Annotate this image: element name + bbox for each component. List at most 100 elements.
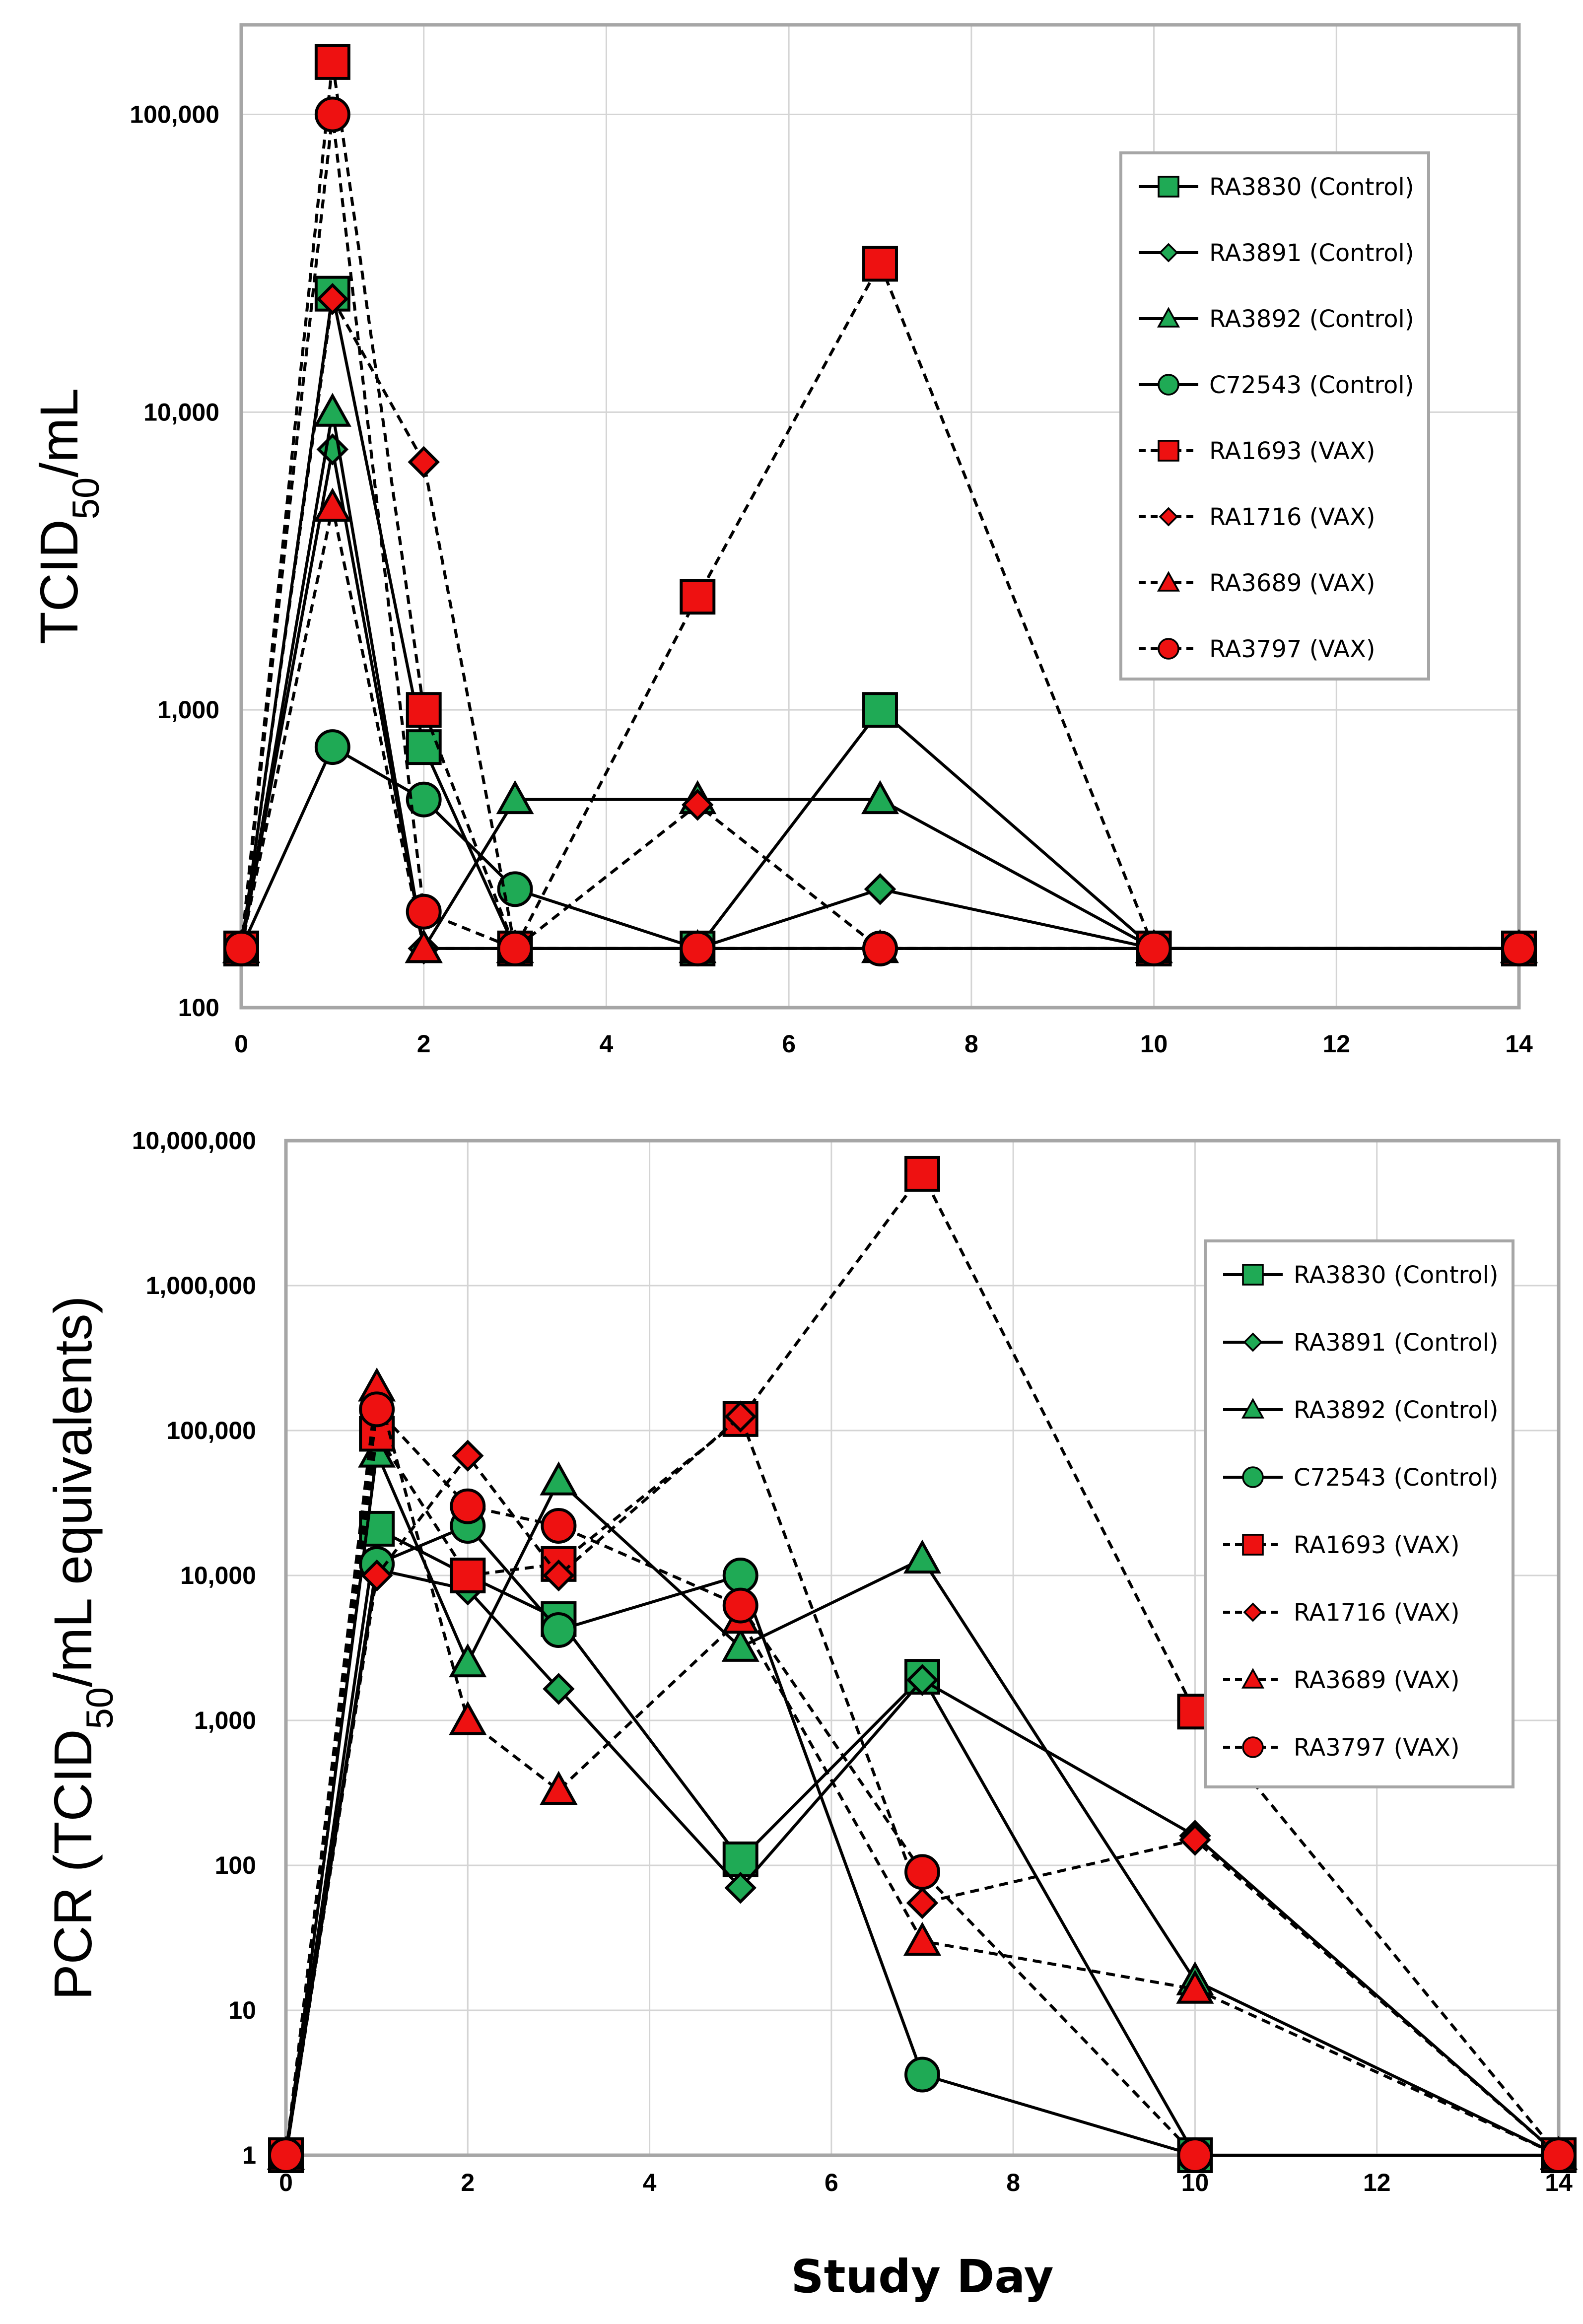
- legend-label: RA3830 (Control): [1209, 173, 1414, 201]
- data-point: [724, 1871, 757, 1904]
- x-tick-label: 2: [417, 1030, 431, 1058]
- data-point: [1136, 930, 1172, 966]
- data-point: [406, 893, 442, 930]
- data-point: [721, 1628, 759, 1662]
- data-point: [541, 1612, 577, 1648]
- x-tick-label: 10: [1140, 1030, 1168, 1058]
- legend-label: RA3891 (Control): [1294, 1329, 1499, 1357]
- data-point: [316, 283, 349, 315]
- legend-marker: [1241, 1398, 1265, 1419]
- legend-label: RA1693 (VAX): [1294, 1531, 1460, 1559]
- legend-label: RA3892 (Control): [1209, 305, 1414, 333]
- data-point: [724, 1400, 757, 1433]
- data-point: [450, 1488, 486, 1524]
- x-tick-label: 4: [643, 2169, 657, 2196]
- legend-entry: RA1716 (VAX): [1223, 1599, 1460, 1627]
- data-point: [861, 780, 899, 815]
- data-point: [316, 433, 349, 466]
- series-line: [240, 506, 1519, 950]
- legend-marker: [1157, 307, 1180, 328]
- y-tick-label: 1: [242, 2141, 256, 2169]
- legend-entry: RA1693 (VAX): [1139, 437, 1376, 465]
- data-point: [680, 930, 716, 966]
- data-point: [450, 1558, 486, 1593]
- data-point: [406, 729, 442, 765]
- data-point: [314, 44, 350, 80]
- plot-frame: [284, 1139, 1561, 2157]
- series-line: [284, 1447, 1560, 2157]
- legend-entry: RA1716 (VAX): [1139, 503, 1376, 531]
- data-point: [313, 487, 351, 522]
- data-point: [862, 930, 898, 966]
- data-point: [722, 1841, 758, 1877]
- data-point: [541, 1508, 577, 1544]
- legend-entry: RA3689 (VAX): [1139, 569, 1376, 597]
- legend-marker: [1242, 1736, 1264, 1758]
- data-point: [722, 1558, 758, 1593]
- legend-label: RA3689 (VAX): [1294, 1666, 1460, 1694]
- y-tick-label: 100: [215, 1851, 256, 1879]
- y-axis-label-main: TCID: [29, 519, 89, 644]
- series-ra3797-vax: [223, 96, 1537, 966]
- x-tick-label: 6: [825, 2169, 838, 2196]
- data-point: [1541, 2137, 1577, 2173]
- legend-entry: RA1693 (VAX): [1223, 1531, 1460, 1559]
- legend-marker: [1158, 638, 1179, 660]
- y-axis-label-subscript: 50: [79, 1687, 121, 1729]
- tick-labels: 0 2 4 6 8 10 12 14 1 10 100 1,000 10,000 100,000 1,000…: [132, 1127, 1573, 2196]
- x-tick-label: 8: [1006, 2169, 1020, 2196]
- data-point: [406, 692, 442, 728]
- y-axis-label-main: PCR (TCID: [43, 1729, 103, 2000]
- data-point: [359, 1391, 395, 1428]
- data-point: [864, 873, 896, 905]
- data-point: [1179, 1824, 1211, 1856]
- legend-marker: [1241, 1668, 1265, 1689]
- data-point: [680, 579, 716, 615]
- legend: RA3830 (Control) RA3891 (Control) RA3892 (…: [1204, 1239, 1514, 1788]
- legend-label: RA3891 (Control): [1209, 239, 1414, 267]
- y-tick-label: 10,000,000: [132, 1127, 256, 1155]
- legend-label: C72543 (Control): [1294, 1464, 1498, 1492]
- data-point: [449, 1701, 487, 1735]
- legend-label: RA1693 (VAX): [1209, 437, 1376, 465]
- data-point: [904, 1854, 940, 1890]
- data-point: [497, 871, 533, 907]
- series-line: [240, 449, 1519, 950]
- legend-marker: [1242, 1534, 1264, 1556]
- data-point: [1176, 1970, 1214, 2004]
- data-point: [408, 446, 440, 478]
- legend-box: [1119, 151, 1430, 681]
- data-point: [540, 1771, 578, 1805]
- series-ra3797-vax: [268, 1391, 1577, 2173]
- x-axis-label: Study Day: [791, 2250, 1053, 2303]
- data-point: [314, 729, 350, 765]
- series-line: [284, 1171, 1560, 2156]
- x-tick-label: 14: [1545, 2169, 1573, 2196]
- legend-entry: RA3830 (Control): [1223, 1261, 1499, 1289]
- data-point: [1501, 930, 1537, 966]
- legend-marker: [1158, 176, 1179, 198]
- y-tick-label: 10,000: [180, 1562, 256, 1589]
- x-tick-label: 0: [279, 2169, 293, 2196]
- legend-entry: RA3830 (Control): [1139, 173, 1414, 201]
- legend-marker: [1242, 1264, 1264, 1286]
- x-tick-label: 14: [1505, 1030, 1533, 1058]
- legend-entry: C72543 (Control): [1139, 371, 1414, 399]
- data-point: [906, 1887, 939, 1919]
- legend-entry: RA3892 (Control): [1223, 1396, 1499, 1424]
- data-point: [722, 1587, 758, 1624]
- series-line: [240, 114, 1519, 950]
- legend-marker: [1158, 440, 1179, 462]
- data-point: [223, 930, 259, 966]
- data-point: [540, 1461, 578, 1496]
- y-tick-label: 100,000: [130, 101, 219, 129]
- y-tick-label: 100: [178, 994, 219, 1022]
- legend-label: RA1716 (VAX): [1294, 1599, 1460, 1627]
- legend-entry: RA3689 (VAX): [1223, 1666, 1460, 1694]
- y-axis-label-subscript: 50: [65, 478, 107, 520]
- legend-label: RA3689 (VAX): [1209, 569, 1376, 597]
- legend-marker: [1159, 507, 1178, 527]
- x-tick-label: 2: [461, 2169, 475, 2196]
- data-point: [314, 96, 350, 133]
